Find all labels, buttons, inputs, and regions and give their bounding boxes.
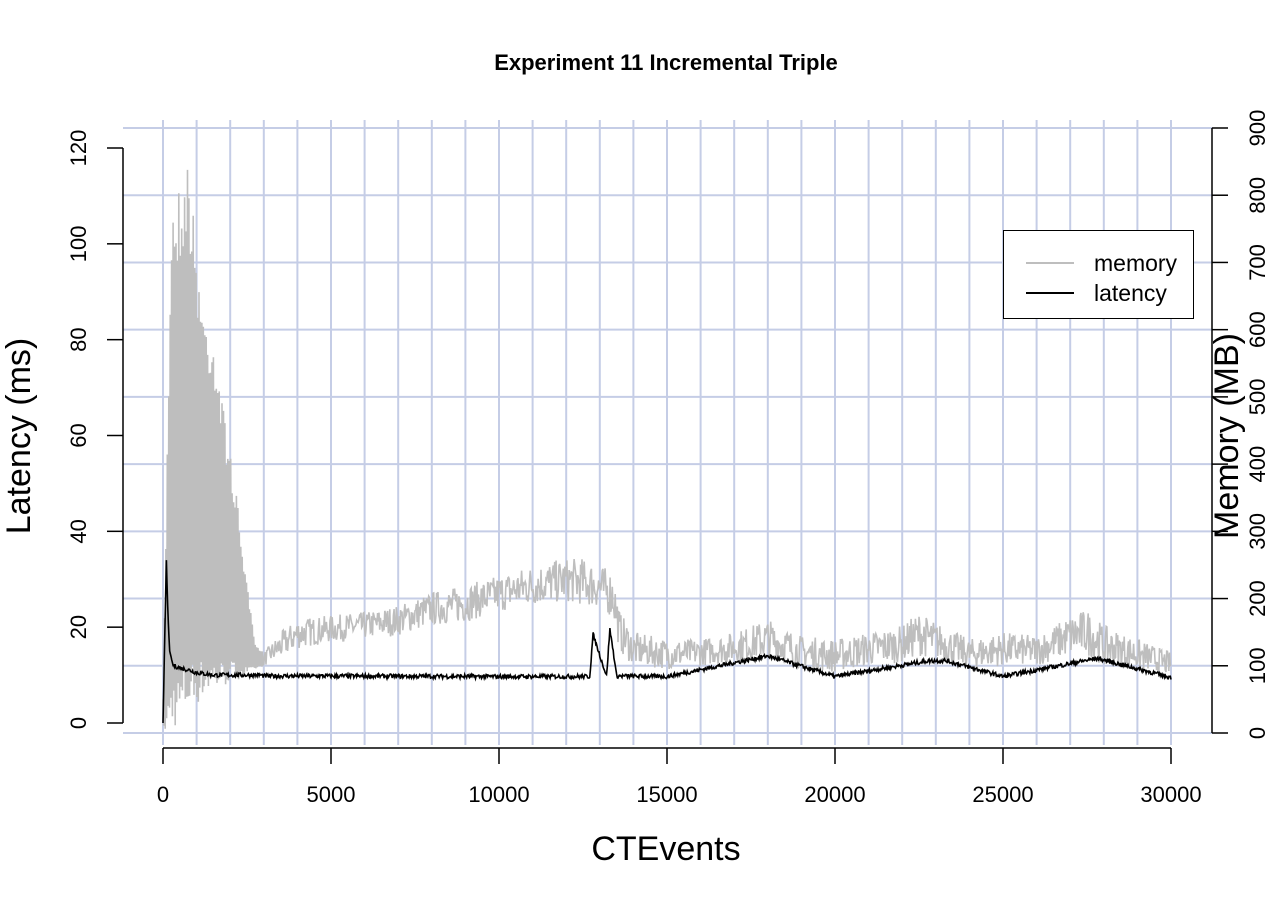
legend-item-latency: latency xyxy=(1004,278,1193,308)
chart-title: Experiment 11 Incremental Triple xyxy=(494,50,838,75)
y-right-tick-label: 300 xyxy=(1245,513,1270,550)
x-tick-label: 10000 xyxy=(468,782,529,807)
memory-series xyxy=(162,169,1172,729)
memory-line xyxy=(162,169,1172,729)
y-right-tick-label: 700 xyxy=(1245,244,1270,281)
y-axis-right-label: Memory (MB) xyxy=(1208,333,1246,539)
legend-item-memory: memory xyxy=(1004,248,1193,278)
y-left-tick-label: 0 xyxy=(66,717,91,729)
y-right-tick-label: 0 xyxy=(1245,727,1270,739)
y-left-tick-label: 80 xyxy=(66,327,91,351)
y-right-tick-label: 900 xyxy=(1245,110,1270,147)
x-tick-label: 25000 xyxy=(972,782,1033,807)
y-left-tick-label: 60 xyxy=(66,423,91,447)
legend-swatch-memory xyxy=(1026,262,1074,264)
y-right-tick-label: 100 xyxy=(1245,647,1270,684)
y-axis-left-label: Latency (ms) xyxy=(0,338,38,535)
x-tick-label: 5000 xyxy=(307,782,356,807)
y-right-tick-label: 500 xyxy=(1245,379,1270,416)
y-right-tick-label: 800 xyxy=(1245,177,1270,214)
axes: 0 5000 10000 15000 20000 25000 300000204060801… xyxy=(66,110,1270,807)
x-tick-label: 0 xyxy=(157,782,169,807)
y-left-tick-label: 20 xyxy=(66,615,91,639)
y-left-tick-label: 40 xyxy=(66,519,91,543)
legend-swatch-latency xyxy=(1026,292,1074,294)
x-tick-label: 30000 xyxy=(1140,782,1201,807)
legend-label-memory: memory xyxy=(1094,250,1178,276)
latency-line xyxy=(162,560,1172,724)
y-left-tick-label: 100 xyxy=(66,225,91,262)
y-right-tick-label: 200 xyxy=(1245,580,1270,617)
y-right-tick-label: 600 xyxy=(1245,311,1270,348)
legend-label-latency: latency xyxy=(1094,280,1167,306)
x-tick-label: 15000 xyxy=(636,782,697,807)
y-left-tick-label: 120 xyxy=(66,130,91,167)
x-tick-label: 20000 xyxy=(804,782,865,807)
latency-series xyxy=(162,560,1172,724)
legend: memory latency xyxy=(1003,230,1194,319)
x-axis-label: CTEvents xyxy=(591,830,740,868)
y-right-tick-label: 400 xyxy=(1245,446,1270,483)
